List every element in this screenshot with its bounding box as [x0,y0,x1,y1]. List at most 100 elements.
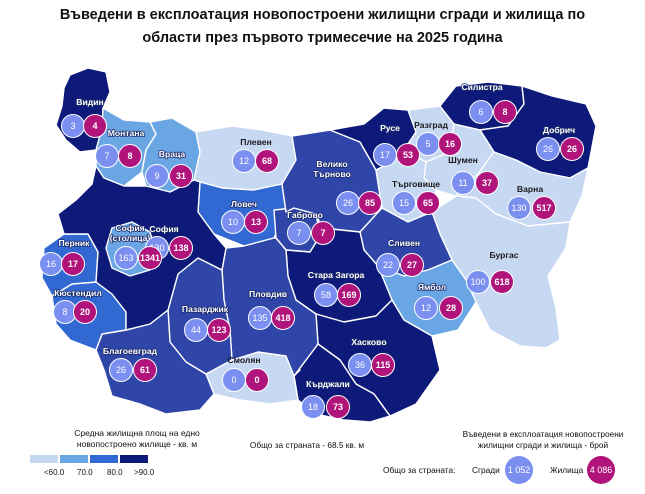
dwellings-value-плевен: 68 [262,156,272,166]
buildings-disc-софия-столица [114,246,138,270]
dwellings-disc-враца [169,164,193,188]
buildings-value-софия-столица: 163 [118,253,133,263]
dwellings-circle-софия: 138 [169,236,193,260]
buildings-value-търговище: 15 [399,198,409,208]
buildings-circle-добрич: 26 [536,137,560,161]
area-legend: Средна жилищна площ на едно новопостроен… [8,428,266,450]
buildings-disc-шумен [451,171,475,195]
region-label-ловеч: Ловеч [231,199,257,209]
count-legend: Въведени в експлоатация новопостроени жи… [448,429,638,451]
dwellings-disc-търговище [416,191,440,215]
buildings-circle-шумен: 11 [451,171,475,195]
dwellings-circle-пловдив: 418 [271,306,295,330]
buildings-value-бургас: 100 [470,277,485,287]
buildings-circle-ловеч: 10 [221,210,245,234]
region-label-разград: Разград [414,120,448,130]
buildings-disc-варна [507,196,531,220]
buildings-circle-разград: 5 [416,132,440,156]
region-label-пазарджик: Пазарджик [182,304,229,314]
region-label-кюстендил: Кюстендил [54,288,102,298]
buildings-legend-label: Сгради [472,465,500,475]
buildings-disc-сливен [376,253,400,277]
dwellings-disc-смолян [245,368,269,392]
dwellings-circle-враца: 31 [169,164,193,188]
buildings-value-стара-загора: 58 [321,290,331,300]
buildings-value-кърджали: 18 [308,402,318,412]
region-label-добрич: Добрич [543,125,575,135]
buildings-disc-враца [145,164,169,188]
dwellings-circle-бургас: 618 [490,270,514,294]
dwellings-disc-русе [396,143,420,167]
buildings-circle-търговище: 15 [392,191,416,215]
dwellings-disc-кърджали [326,395,350,419]
buildings-disc-бургас [466,270,490,294]
dwellings-value-ловеч: 13 [251,217,261,227]
region-label-смолян: Смолян [227,355,260,365]
buildings-value-варна: 130 [511,203,526,213]
title-line-2: области през първото тримесечие на 2025 … [142,30,503,46]
dwellings-value-перник: 17 [68,259,78,269]
dwellings-total-circle: 4 086 [587,456,615,484]
region-label-кърджали: Кърджали [306,379,350,389]
title-line-1: Въведени в експлоатация новопостроени жи… [59,7,586,23]
dwellings-circle-велико-търново: 85 [358,191,382,215]
area-legend-title-1: Средна жилищна площ на едно [74,428,200,438]
buildings-circle-стара-загора: 58 [314,283,338,307]
dwellings-circle-търговище: 65 [416,191,440,215]
buildings-circle-велико-търново: 26 [336,191,360,215]
buildings-circle-перник: 16 [39,252,63,276]
country-average: Общо за страната - 68.5 кв. м [249,440,365,450]
map-title: Въведени в експлоатация новопостроени жи… [0,4,645,50]
dwellings-value-габрово: 7 [320,228,325,238]
buildings-value-шумен: 11 [458,178,467,188]
dwellings-total-value: 4 086 [589,465,613,475]
buildings-circle-смолян: 0 [222,368,246,392]
dwellings-value-силистра: 8 [502,107,507,117]
scale-swatch-80 [90,455,118,463]
buildings-value-плевен: 12 [239,156,249,166]
dwellings-disc-монтана [118,144,142,168]
total-label: Общо за страната: [383,465,456,475]
scale-label-70: 70.0 [77,468,93,477]
dwellings-circle-ямбол: 28 [439,296,463,320]
dwellings-disc-бургас [490,270,514,294]
buildings-disc-габрово [287,221,311,245]
region-label-габрово: Габрово [287,210,323,220]
dwellings-value-ямбол: 28 [446,303,456,313]
dwellings-circle-стара-загора: 169 [337,283,361,307]
dwellings-value-софия-столица: 1341 [140,253,160,263]
dwellings-disc-габрово [311,221,335,245]
scale-label-gt90: >90.0 [134,468,155,477]
dwellings-circle-шумен: 37 [475,171,499,195]
dwellings-circle-кюстендил: 20 [73,300,97,324]
buildings-value-пловдив: 135 [252,313,267,323]
dwellings-value-търговище: 65 [423,198,433,208]
scale-label-lt60: <60.0 [44,468,65,477]
dwellings-disc-софия-столица [138,246,162,270]
dwellings-circle-видин: 4 [83,114,107,138]
buildings-circle-плевен: 12 [232,149,256,173]
buildings-circle-видин: 3 [61,114,85,138]
dwellings-value-пазарджик: 123 [211,325,226,335]
region-label-варна: Варна [517,184,543,194]
buildings-circle-кърджали: 18 [301,395,325,419]
region-label-стара-загора: Стара Загора [308,270,365,280]
buildings-circle-варна: 130 [507,196,531,220]
buildings-disc-силистра [469,100,493,124]
dwellings-disc-кюстендил [73,300,97,324]
dwellings-value-смолян: 0 [254,375,259,385]
buildings-circle-габрово: 7 [287,221,311,245]
dwellings-circle-благоевград: 61 [133,358,157,382]
region-label-пловдив: Пловдив [249,289,287,299]
buildings-value-враца: 9 [154,171,159,181]
buildings-value-софия: 130 [149,243,164,253]
buildings-disc-добрич [536,137,560,161]
buildings-value-видин: 3 [70,121,75,131]
dwellings-disc-добрич [560,137,584,161]
dwellings-value-софия: 138 [173,243,188,253]
buildings-total-circle: 1 052 [505,456,533,484]
dwellings-disc-плевен [255,149,279,173]
scale-swatch-70 [60,455,88,463]
buildings-value-кюстендил: 8 [62,307,67,317]
